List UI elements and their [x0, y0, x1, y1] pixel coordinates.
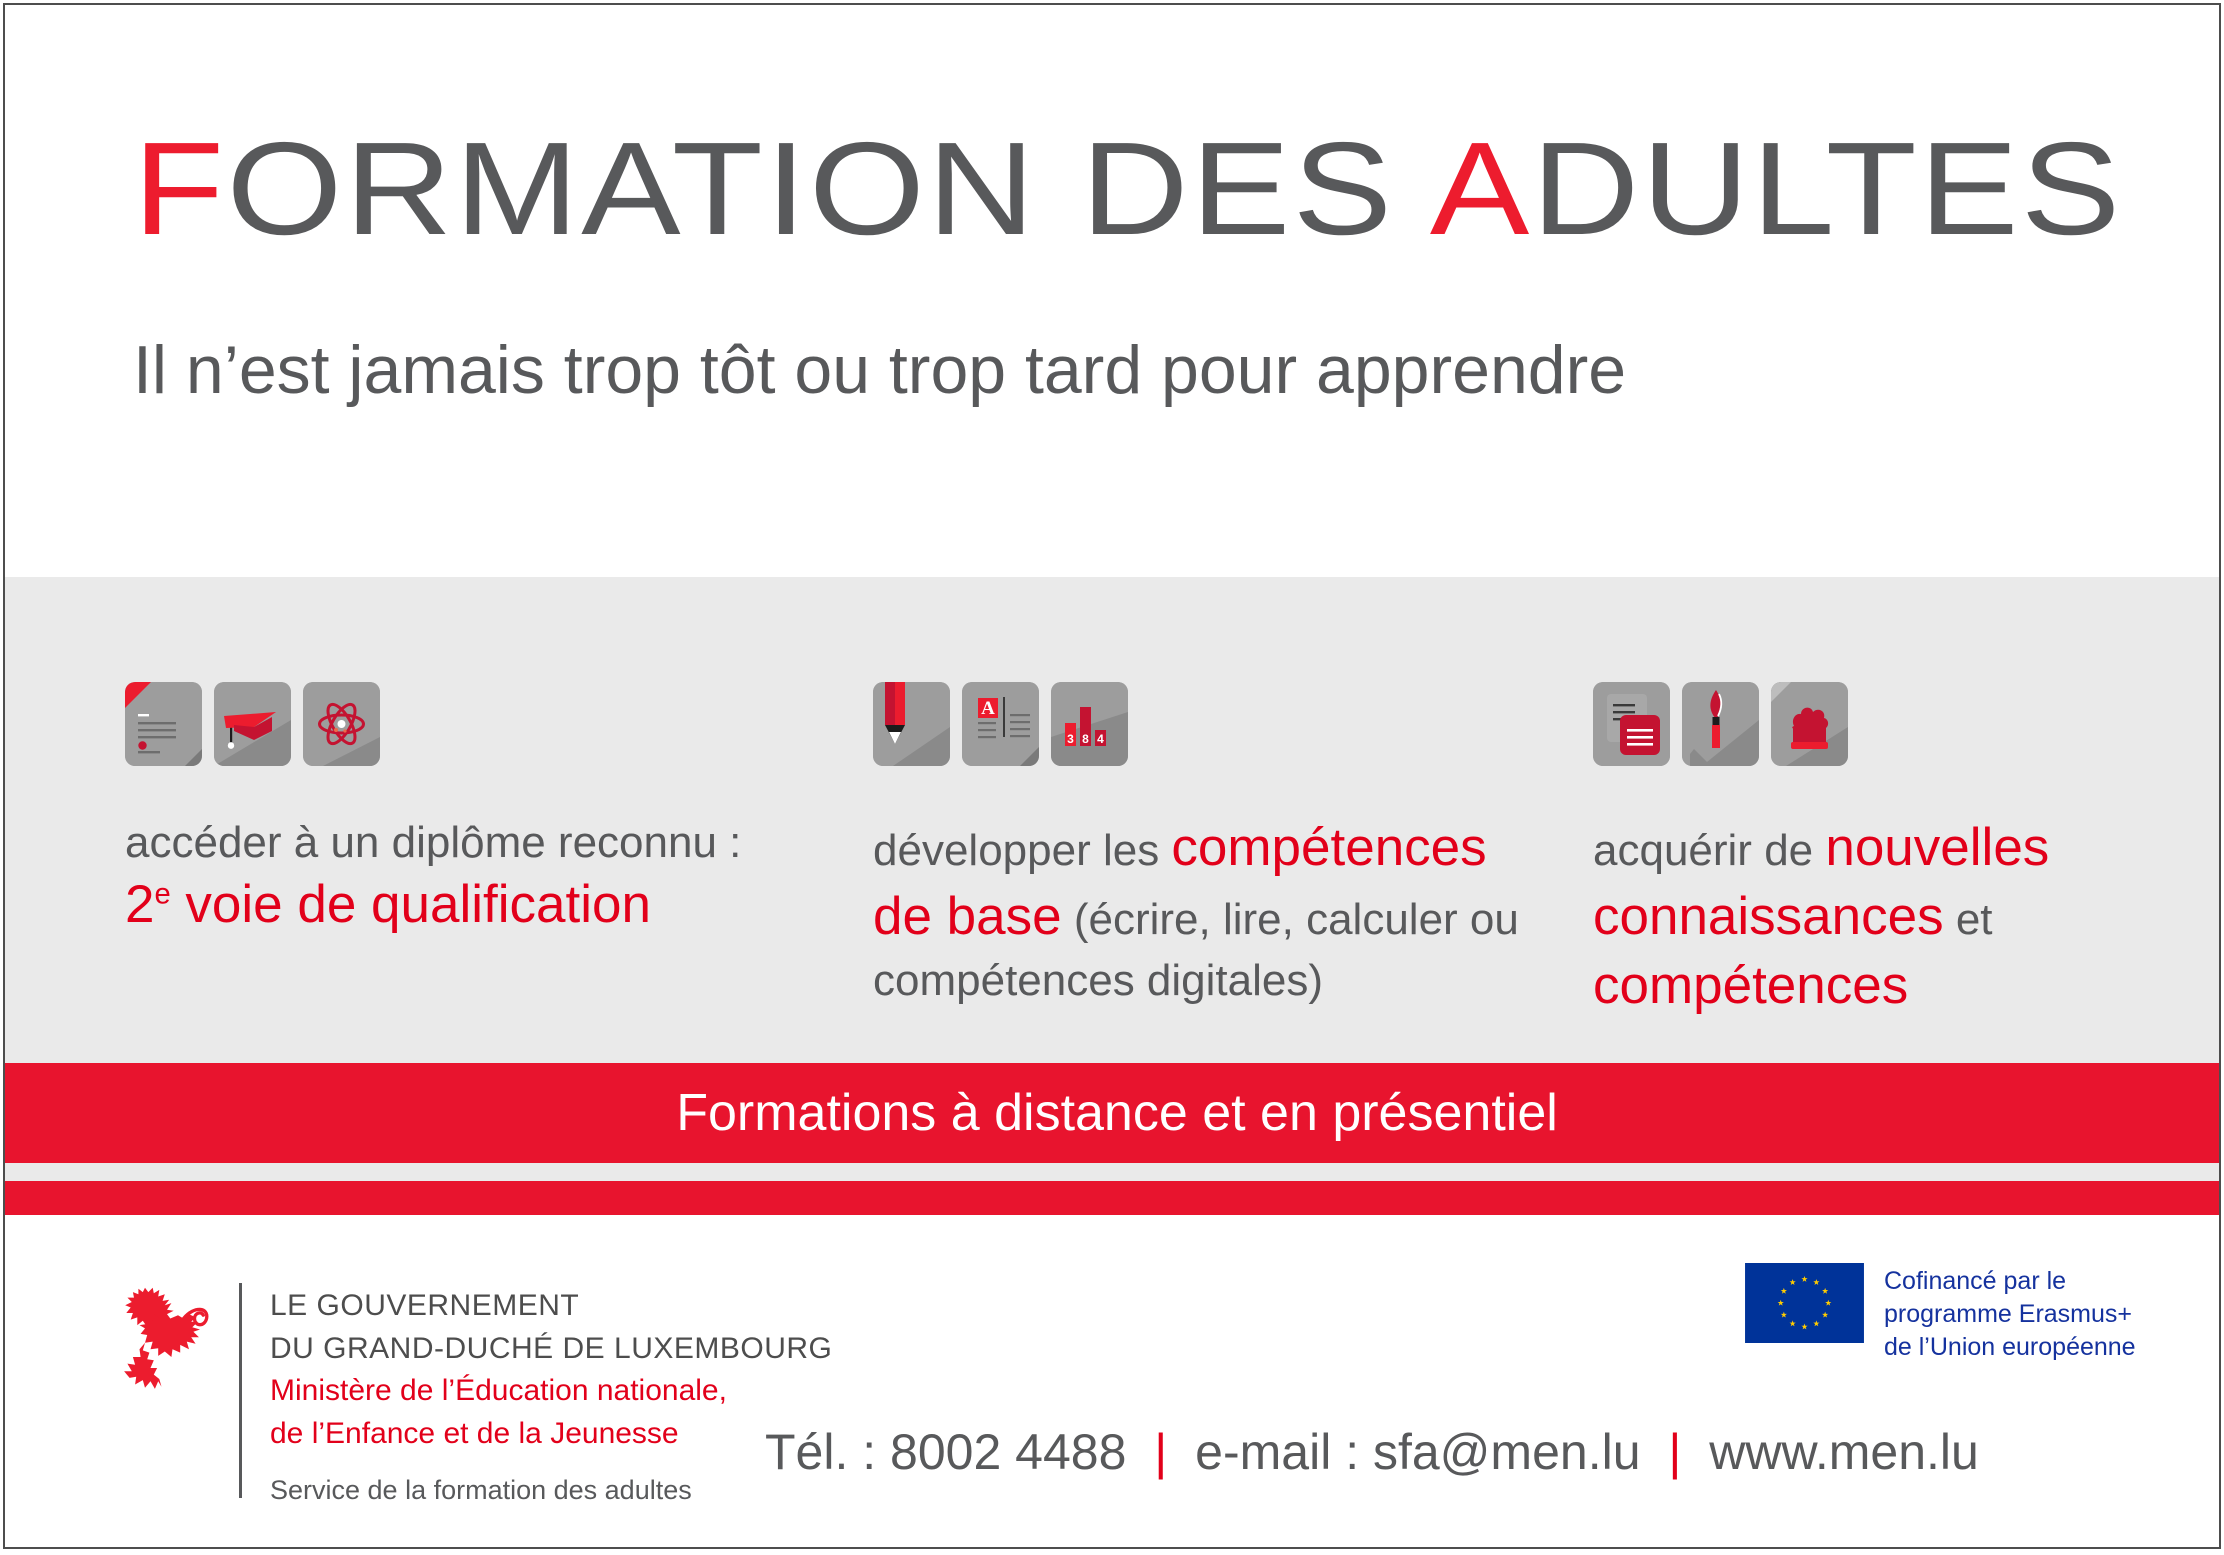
svg-text:A: A — [981, 698, 995, 719]
svg-text:4: 4 — [1097, 732, 1104, 746]
svg-text:3: 3 — [1067, 732, 1074, 746]
svg-text:8: 8 — [1082, 732, 1089, 746]
